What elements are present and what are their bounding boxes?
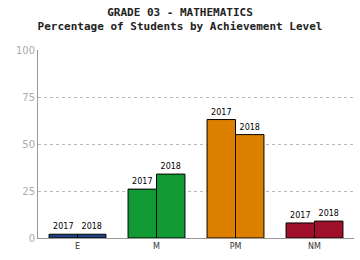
svg-text:0: 0 [29,233,35,244]
svg-text:2018: 2018 [82,222,102,231]
svg-text:2017: 2017 [211,108,231,117]
svg-text:50: 50 [22,139,35,150]
svg-text:E: E [75,242,80,251]
svg-text:GRADE 03 - MATHEMATICSPercenta: GRADE 03 - MATHEMATICSPercentage of Stud… [38,6,323,33]
svg-text:75: 75 [22,92,35,103]
svg-text:2018: 2018 [240,123,260,132]
svg-text:100: 100 [16,45,35,56]
svg-text:M: M [153,242,160,251]
svg-text:2017: 2017 [53,222,73,231]
svg-text:PM: PM [230,242,242,251]
svg-text:2018: 2018 [161,162,181,171]
svg-text:NM: NM [308,242,321,251]
svg-text:2017: 2017 [290,211,310,220]
svg-text:2017: 2017 [132,177,152,186]
svg-text:2018: 2018 [319,209,339,218]
svg-text:25: 25 [22,186,35,197]
